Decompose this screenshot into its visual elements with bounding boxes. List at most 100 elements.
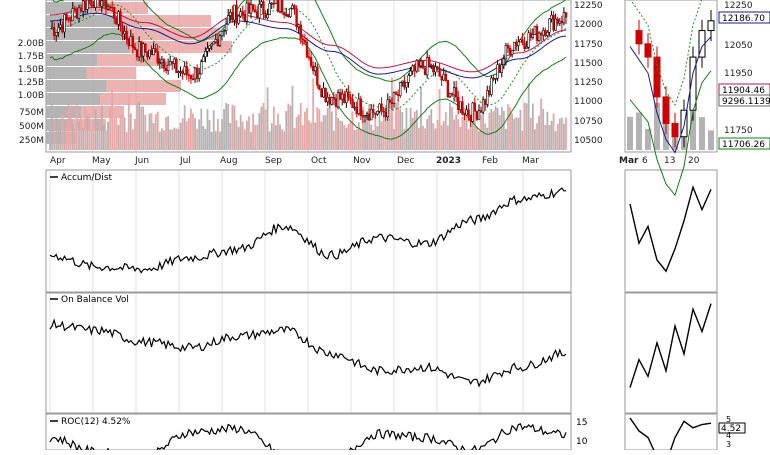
volume-bar bbox=[227, 104, 230, 150]
volume-bar bbox=[436, 120, 439, 150]
volume-bar bbox=[243, 129, 246, 150]
volume-bar bbox=[283, 131, 286, 150]
candle-body bbox=[338, 92, 342, 100]
volume-bar bbox=[563, 123, 565, 150]
volume-bar bbox=[500, 106, 503, 150]
zoom-date-label: Mar bbox=[619, 156, 639, 166]
candle-body bbox=[195, 67, 199, 79]
volume-bar bbox=[384, 104, 387, 150]
volume-bar bbox=[241, 121, 244, 150]
volume-bar bbox=[88, 113, 91, 150]
candle-body bbox=[104, 0, 108, 10]
candle-body bbox=[299, 24, 302, 40]
zoom-candle-body bbox=[635, 30, 643, 45]
volume-bar bbox=[183, 105, 186, 150]
volume-bar bbox=[131, 129, 134, 150]
zoom-price-badges: 12186.70 11904.46 9296.1139 11706.26 bbox=[718, 11, 770, 150]
zoom-accum-dist-line bbox=[629, 184, 712, 273]
volume-bar bbox=[550, 120, 553, 150]
candle-body bbox=[90, 0, 93, 6]
candle-body bbox=[237, 15, 240, 24]
candle-body bbox=[428, 57, 431, 67]
volume-bar bbox=[420, 86, 422, 150]
volume-bar bbox=[216, 118, 219, 150]
volume-bar bbox=[163, 130, 165, 150]
candle-body bbox=[148, 49, 151, 58]
candle-body bbox=[160, 59, 164, 64]
candle-body bbox=[110, 6, 114, 9]
candle-body bbox=[88, 0, 91, 2]
candle-body bbox=[465, 109, 468, 116]
candle-body bbox=[222, 30, 226, 32]
candle-body bbox=[529, 32, 532, 38]
volume-bar bbox=[538, 115, 540, 150]
zoom-marks bbox=[627, 0, 715, 455]
candle-body bbox=[486, 90, 489, 105]
volume-bar bbox=[98, 118, 101, 150]
volume-tick: 1.50B bbox=[18, 65, 44, 75]
candle-body bbox=[417, 60, 421, 67]
candle-body bbox=[361, 115, 365, 118]
volume-bar bbox=[471, 112, 474, 150]
candle-body bbox=[266, 14, 269, 19]
candle-body bbox=[202, 56, 205, 62]
candle-body bbox=[510, 50, 514, 55]
badge-frame bbox=[718, 11, 770, 24]
volume-bar bbox=[272, 106, 275, 150]
volume-bar bbox=[343, 124, 346, 150]
volume-bar bbox=[473, 111, 476, 150]
candle-body bbox=[241, 11, 244, 15]
candle-body bbox=[144, 43, 147, 53]
volume-bar bbox=[154, 114, 157, 150]
candle-body bbox=[334, 98, 338, 108]
price-tick: 12250 bbox=[574, 1, 603, 11]
volume-bar bbox=[326, 107, 329, 150]
candle-body bbox=[65, 14, 68, 19]
candle-body bbox=[183, 66, 186, 74]
candle-body bbox=[185, 66, 188, 75]
candle-body bbox=[291, 5, 294, 9]
month-axis: Apr May Jun Jul Aug Sep Oct Nov Dec 2023… bbox=[50, 156, 539, 166]
volume-bar bbox=[372, 130, 375, 150]
volume-bar bbox=[142, 106, 145, 150]
zoom-candle-body bbox=[662, 96, 670, 124]
volume-bar bbox=[86, 116, 89, 150]
candle-body bbox=[523, 42, 526, 49]
candle-body bbox=[295, 8, 298, 28]
candle-body bbox=[239, 11, 242, 17]
candle-body bbox=[79, 7, 83, 12]
price-axis: 12250 12000 11750 11500 11250 11000 1075… bbox=[574, 1, 603, 146]
candle-body bbox=[496, 64, 499, 79]
volume-tick: 250M bbox=[19, 136, 44, 146]
volume-bar bbox=[565, 117, 567, 150]
volume-bar bbox=[82, 128, 85, 150]
volume-bar bbox=[144, 114, 147, 150]
price-tick: 11500 bbox=[574, 59, 603, 69]
volume-bar bbox=[94, 109, 97, 150]
candle-body bbox=[139, 41, 143, 57]
volume-bar bbox=[90, 129, 93, 150]
badge-frame bbox=[718, 137, 770, 150]
candle-body bbox=[407, 75, 410, 83]
volume-bar bbox=[459, 126, 462, 150]
volume-bar bbox=[490, 108, 493, 150]
volume-bar bbox=[542, 108, 545, 150]
candle-body bbox=[483, 99, 487, 105]
candle-body bbox=[372, 108, 375, 114]
volume-bar bbox=[65, 122, 68, 150]
candle-body bbox=[280, 0, 284, 13]
candle-body bbox=[264, 13, 267, 19]
candle-body bbox=[218, 35, 222, 47]
month-label: Feb bbox=[482, 156, 498, 166]
candle-body bbox=[67, 18, 70, 21]
volume-profile-bar bbox=[46, 106, 82, 118]
candle-body bbox=[525, 46, 528, 49]
candle-body bbox=[340, 93, 344, 100]
volume-bar bbox=[417, 127, 420, 150]
candle-body bbox=[562, 12, 566, 24]
candle-body bbox=[129, 36, 133, 47]
candle-body bbox=[467, 109, 470, 116]
volume-bar bbox=[519, 109, 522, 150]
candle-body bbox=[270, 2, 273, 5]
candle-body bbox=[177, 71, 180, 74]
